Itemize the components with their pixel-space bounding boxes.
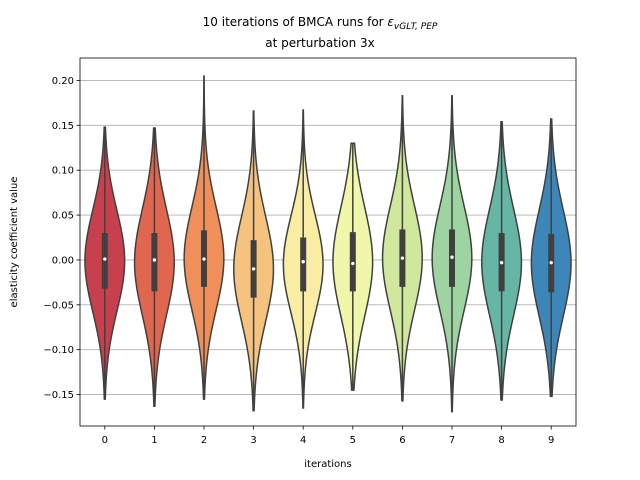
svg-text:10 iterations of BMCA runs for: 10 iterations of BMCA runs for εvGLT, PE… xyxy=(203,15,438,32)
violin-median xyxy=(202,257,206,261)
y-tick-label: −0.15 xyxy=(43,390,74,401)
x-tick-label: 0 xyxy=(102,435,108,446)
y-tick-label: −0.05 xyxy=(43,300,74,311)
y-tick-label: 0.00 xyxy=(52,255,74,266)
x-tick-label: 9 xyxy=(548,435,554,446)
x-tick-label: 5 xyxy=(350,435,356,446)
y-axis: −0.15 −0.10 −0.05 0.00 0.05 0.10 0.15 0.20 xyxy=(43,76,80,401)
violin-median xyxy=(103,257,107,261)
x-tick-label: 2 xyxy=(201,435,207,446)
violin-median xyxy=(450,255,454,259)
y-tick-label: 0.10 xyxy=(52,166,74,177)
chart-title: 10 iterations of BMCA runs for εvGLT, PE… xyxy=(203,15,438,50)
x-tick-label: 1 xyxy=(151,435,157,446)
title-symbol: ε xyxy=(387,15,394,29)
violin-median xyxy=(351,261,355,266)
y-tick-label: −0.10 xyxy=(43,345,74,356)
x-tick-label: 8 xyxy=(498,435,504,446)
violin-iqr-box xyxy=(151,233,158,292)
violin-median xyxy=(152,258,157,262)
x-tick-label: 4 xyxy=(300,435,306,446)
violin-median xyxy=(301,260,305,264)
x-tick-label: 7 xyxy=(449,435,455,446)
violin-median xyxy=(400,256,405,260)
title-line2: at perturbation 3x xyxy=(265,36,375,50)
title-subscript: vGLT, PEP xyxy=(394,22,438,32)
x-axis-label: iterations xyxy=(304,459,351,470)
title-prefix: 10 iterations of BMCA runs for xyxy=(203,15,388,29)
y-tick-label: 0.20 xyxy=(52,76,74,87)
y-tick-label: 0.05 xyxy=(52,211,74,222)
y-axis-label: elasticity coefficient value xyxy=(9,177,20,308)
x-tick-label: 3 xyxy=(250,435,256,446)
violin-iqr-box xyxy=(101,233,108,289)
violin-median xyxy=(549,260,553,265)
y-tick-label: 0.15 xyxy=(52,121,74,132)
violin-iqr-box xyxy=(300,237,307,292)
x-axis: 0 1 2 3 4 5 6 7 8 9 xyxy=(102,426,554,446)
violins xyxy=(84,75,572,413)
violin-median xyxy=(499,260,504,265)
x-tick-label: 6 xyxy=(399,435,405,446)
plot-frame xyxy=(79,57,577,427)
violin-iqr-box xyxy=(349,232,356,292)
violin-median xyxy=(251,267,256,271)
